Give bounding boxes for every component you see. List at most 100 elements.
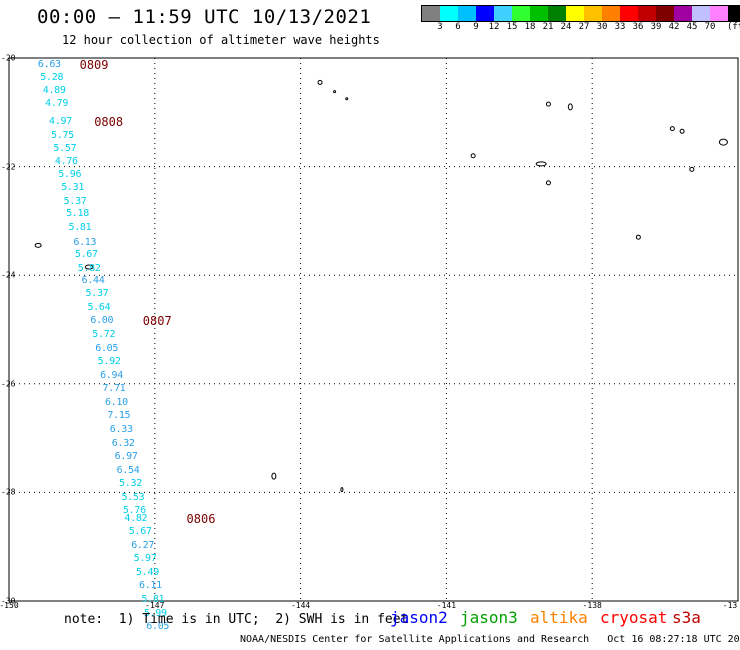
lon-tick-label: -150 <box>0 601 19 610</box>
swh-value: 6.11 <box>138 580 162 592</box>
swh-value: 5.32 <box>119 478 142 490</box>
legend-swatch <box>656 6 674 21</box>
pass-time-label: 0807 <box>142 314 172 329</box>
swh-value: 5.53 <box>121 491 145 503</box>
pass-time-label: 0806 <box>186 511 216 526</box>
legend-label: 9 <box>473 22 479 32</box>
chart-title: 00:00 – 11:59 UTC 10/13/2021 <box>37 6 372 28</box>
swh-value: 5.57 <box>53 143 77 155</box>
satellite-jason3: jason3 <box>460 608 518 627</box>
legend-swatch <box>440 6 458 21</box>
pass-time-label: 0809 <box>79 58 109 73</box>
legend-label: 39 <box>650 22 662 32</box>
swh-value: 4.97 <box>49 116 72 128</box>
island-outline <box>679 128 685 134</box>
lon-tick-label: -147 <box>145 601 165 610</box>
legend-swatch <box>674 6 692 21</box>
swh-value: 6.54 <box>116 464 140 476</box>
lon-tick-label: -13 <box>722 601 738 610</box>
island-outline <box>689 166 695 172</box>
legend-swatch <box>548 6 566 21</box>
swh-value: 6.33 <box>109 424 133 436</box>
legend-unit: (ft) <box>727 22 740 32</box>
swh-value: 6.00 <box>90 315 114 327</box>
swh-value: 5.81 <box>141 594 165 605</box>
legend-label: 3 <box>437 22 443 32</box>
lon-tick-label: -141 <box>436 601 457 610</box>
swh-value: 5.75 <box>51 129 74 141</box>
chart-subtitle: 12 hour collection of altimeter wave hei… <box>62 33 380 47</box>
legend-label: 42 <box>668 22 680 32</box>
legend-label: 27 <box>578 22 590 32</box>
swh-value: 6.27 <box>131 539 155 551</box>
lat-tick-label: -22 <box>1 162 16 172</box>
legend-label: 24 <box>560 22 572 32</box>
swh-value: 5.99 <box>143 607 167 619</box>
legend-label: 33 <box>614 22 626 32</box>
island-outline <box>271 472 277 480</box>
island-outline <box>718 138 728 146</box>
legend-swatch <box>458 6 476 21</box>
swh-value: 5.28 <box>40 71 64 83</box>
legend-swatch <box>602 6 620 21</box>
swh-value: 6.44 <box>81 274 105 286</box>
legend-swatch <box>692 6 710 21</box>
legend-swatch <box>584 6 602 21</box>
swh-value: 5.37 <box>63 195 87 207</box>
satellite-altika: altika <box>530 608 588 627</box>
swh-value: 5.37 <box>85 288 109 300</box>
swh-value: 5.76 <box>122 505 146 517</box>
swh-value: 6.13 <box>73 236 97 248</box>
island-outline <box>84 264 94 270</box>
swh-value: 5.81 <box>68 222 92 234</box>
swh-value: 6.05 <box>146 621 170 633</box>
legend-label: 15 <box>506 22 518 32</box>
footer-note: note: 1) Time is in UTC; 2) SWH is in fe… <box>64 612 409 627</box>
island-outline <box>470 153 476 159</box>
island-outline <box>34 242 42 248</box>
island-outline <box>333 90 337 94</box>
legend-label: 45 <box>686 22 698 32</box>
swh-value: 4.89 <box>42 84 66 96</box>
map-frame <box>8 57 739 602</box>
satellite-cryosat: cryosat <box>600 608 668 627</box>
lat-tick-label: -24 <box>1 270 16 280</box>
legend-swatch <box>476 6 494 21</box>
swh-value: 6.63 <box>37 59 61 71</box>
lat-tick-label: -28 <box>1 487 16 497</box>
swh-value: 5.18 <box>66 208 89 220</box>
swh-value: 4.76 <box>54 155 78 167</box>
legend-label: 21 <box>542 22 554 32</box>
legend-swatch <box>512 6 530 21</box>
legend-swatch <box>728 6 740 21</box>
legend-label: 12 <box>488 22 500 32</box>
legend-swatch <box>566 6 584 21</box>
legend-swatch <box>620 6 638 21</box>
lon-tick-label: -138 <box>582 601 602 610</box>
swh-value: 6.32 <box>111 437 135 449</box>
island-outline <box>340 487 344 493</box>
legend-label: 6 <box>455 22 461 32</box>
pass-time-label: 0808 <box>94 115 124 130</box>
legend-swatch <box>530 6 548 21</box>
swh-value: 6.97 <box>114 451 138 463</box>
legend-label: 36 <box>632 22 644 32</box>
island-outline <box>345 97 349 101</box>
swh-value: 4.79 <box>45 98 69 110</box>
island-outline <box>545 180 551 186</box>
legend-swatch <box>494 6 512 21</box>
lat-tick-label: -20 <box>1 53 16 63</box>
swh-value: 5.96 <box>58 168 82 180</box>
color-legend <box>421 5 740 22</box>
swh-value: 5.97 <box>133 553 157 565</box>
swh-value: 4.82 <box>124 512 148 524</box>
legend-swatch <box>422 6 440 21</box>
legend-label: 70 <box>704 22 716 32</box>
legend-label: 30 <box>596 22 608 32</box>
swh-value: 5.64 <box>87 301 111 313</box>
swh-value: 5.31 <box>61 182 85 194</box>
swh-value: 5.72 <box>92 329 116 341</box>
swh-value: 5.67 <box>128 526 152 538</box>
lat-tick-label: -26 <box>1 379 16 389</box>
